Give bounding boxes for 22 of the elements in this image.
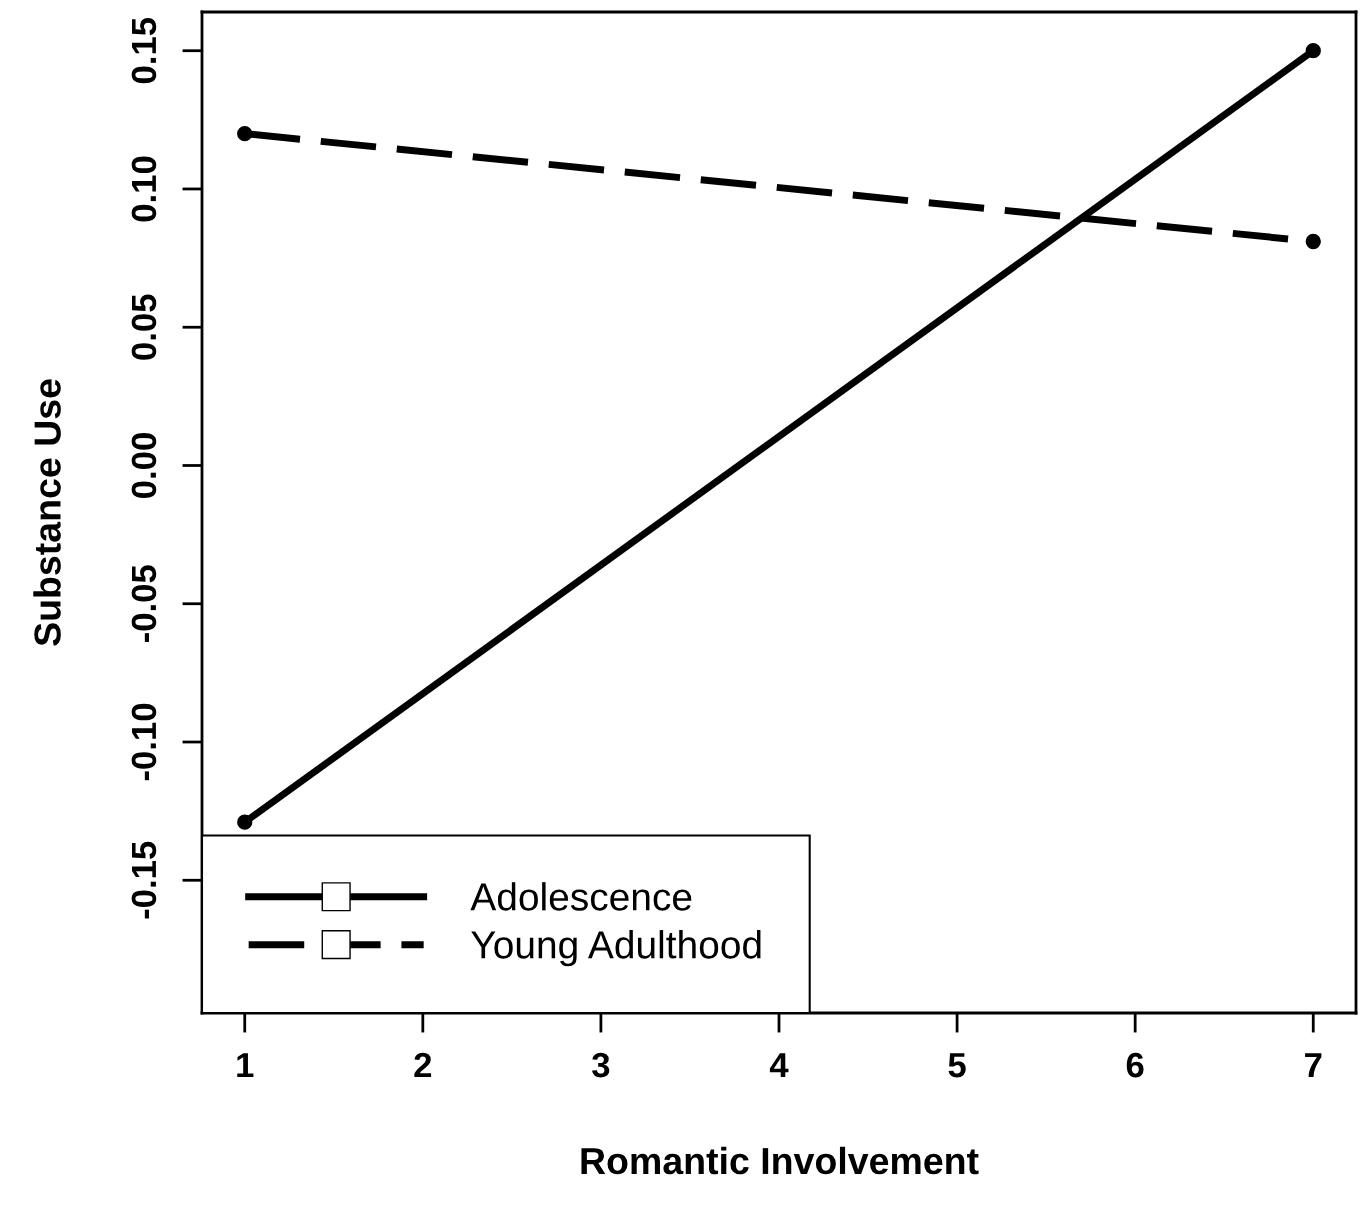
- legend-label: Adolescence: [470, 882, 692, 911]
- y-tick-label: -0.10: [131, 703, 157, 781]
- point: [1305, 43, 1321, 59]
- y-axis-title: Substance Use: [33, 379, 61, 646]
- x-tick-label: 3: [592, 1052, 610, 1078]
- point: [237, 814, 253, 830]
- x-tick-label: 4: [769, 1053, 789, 1078]
- point: [1305, 233, 1321, 250]
- x-tick-label: 5: [948, 1053, 966, 1078]
- x-tick-label: 6: [1126, 1052, 1144, 1078]
- x-tick-label: 7: [1305, 1053, 1322, 1078]
- x-tick-label: 1: [237, 1053, 254, 1078]
- y-tick-label: 0.00: [131, 433, 157, 498]
- y-tick-label: -0.15: [131, 841, 157, 919]
- y-tick-label: 0.15: [131, 17, 157, 84]
- y-tick-label: 0.05: [131, 294, 157, 360]
- legend-label: Young Adulthood: [471, 930, 761, 967]
- y-tick-label: -0.05: [131, 565, 157, 642]
- x-tick-label: 2: [414, 1052, 432, 1078]
- y-tick-label: 0.10: [131, 156, 157, 222]
- x-axis-title: Romantic Involvement: [581, 1146, 979, 1175]
- point: [237, 126, 253, 142]
